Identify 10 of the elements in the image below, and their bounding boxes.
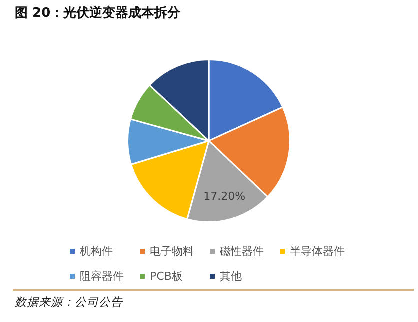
chart-title: 图 20：光伏逆变器成本拆分 [15, 4, 181, 22]
legend-label: 其他 [220, 269, 242, 284]
legend-label: 阻容器件 [80, 269, 124, 284]
legend-label: PCB板 [150, 269, 183, 284]
source-note: 数据来源：公司公告 [15, 295, 123, 310]
legend-label: 机构件 [80, 244, 113, 259]
legend-label: 电子物料 [150, 244, 194, 259]
legend-label: 磁性器件 [220, 244, 264, 259]
legend-label: 半导体器件 [290, 244, 345, 259]
data-label: 17.20% [204, 190, 246, 204]
